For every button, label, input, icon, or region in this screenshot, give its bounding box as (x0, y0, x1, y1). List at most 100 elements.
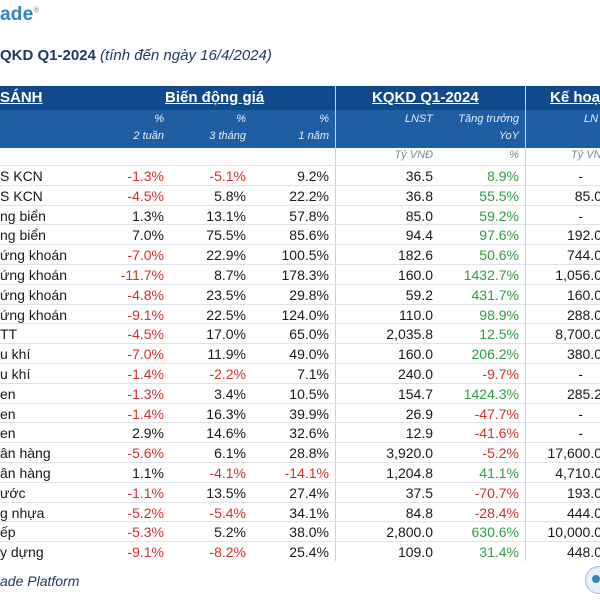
cell-3m: 13.1% (206, 207, 246, 224)
page-title: QKD Q1-2024 (tính đến ngày 16/4/2024) (0, 47, 272, 64)
cell-3m: 11.9% (207, 346, 246, 363)
cell-industry: S KCN (0, 168, 43, 184)
cell-3m: 5.2% (214, 524, 246, 541)
cell-lnst: 240.0 (397, 366, 433, 382)
cell-3m: 17.0% (206, 326, 246, 343)
cell-2w: 2.9% (132, 425, 164, 442)
table-row: ng biển 7.0% 75.5% 85.6% 94.4 97.6% 192.0 (0, 224, 600, 244)
cell-yoy: -70.7% (474, 484, 519, 501)
cell-lnst: 109.0 (397, 544, 433, 561)
table-row: g nhựa -5.2% -5.4% 34.1% 84.8 -28.4% 444.0 (0, 501, 600, 522)
cell-yoy: 8.9% (487, 168, 519, 184)
cell-2w: -5.6% (127, 445, 164, 462)
sub-3m-pct: % (236, 113, 246, 125)
sub-yoy: YoY (498, 130, 519, 142)
cell-industry: ân hàng (0, 445, 51, 462)
sub-2w-pct: % (154, 113, 164, 125)
cell-plan: - (578, 405, 583, 422)
cell-plan: 192.0 (566, 227, 600, 244)
cell-1y: 124.0% (281, 306, 329, 323)
header-results: KQKD Q1-2024 (372, 89, 479, 106)
cell-1y: 49.0% (289, 346, 329, 363)
cell-plan: 85.0 (574, 187, 600, 204)
cell-plan: 448.0 (566, 544, 600, 561)
cell-industry: ng biển (0, 207, 46, 224)
sub-2w-label: 2 tuần (133, 130, 164, 142)
cell-plan: 444.0 (566, 504, 600, 521)
table-row: en 2.9% 14.6% 32.6% 12.9 -41.6% - (0, 422, 600, 442)
cell-industry: u khí (0, 366, 31, 382)
cell-yoy: 41.1% (479, 465, 519, 481)
cell-lnst: 12.9 (405, 425, 433, 442)
cell-industry: ng biển (0, 227, 46, 244)
cell-yoy: 50.6% (479, 247, 519, 264)
cell-yoy: 55.5% (479, 187, 519, 204)
cell-3m: 75.5% (206, 227, 246, 244)
cell-3m: 6.1% (214, 445, 246, 462)
table-row: ân hàng -5.6% 6.1% 28.8% 3,920.0 -5.2% 17,600.… (0, 442, 600, 462)
cell-plan: - (578, 366, 583, 382)
sub-1y-label: 1 năm (298, 130, 329, 142)
cell-2w: -1.3% (127, 168, 164, 184)
cell-3m: 5.8% (214, 187, 246, 204)
cell-2w: 1.3% (132, 207, 164, 224)
cell-lnst: 37.5 (405, 484, 433, 501)
table-row: en -1.4% 16.3% 39.9% 26.9 -47.7% - (0, 402, 600, 423)
cell-yoy: 1432.7% (463, 267, 519, 283)
cell-1y: 29.8% (289, 286, 329, 303)
table-row: ân hàng 1.1% -4.1% -14.1% 1,204.8 41.1% 4,710.… (0, 462, 600, 482)
cell-3m: 23.5% (206, 286, 246, 303)
cell-2w: -1.4% (127, 366, 164, 382)
cell-plan: - (578, 168, 583, 184)
cell-plan: 10,000.0 (547, 524, 600, 541)
cell-1y: 178.3% (281, 267, 329, 283)
cell-plan: 4,710.0 (555, 465, 600, 481)
cell-plan: 160.0 (566, 286, 600, 303)
cell-2w: -4.5% (127, 187, 164, 204)
table-row: u khí -7.0% 11.9% 49.0% 160.0 206.2% 380.0 (0, 343, 600, 363)
cell-yoy: -9.7% (482, 366, 519, 382)
table-row: ng biển 1.3% 13.1% 57.8% 85.0 59.2% - (0, 204, 600, 225)
cell-3m: 22.9% (206, 247, 246, 264)
cell-1y: 7.1% (297, 366, 329, 382)
registered-mark: ® (33, 5, 40, 15)
table-row: ếp -5.3% 5.2% 38.0% 2,800.0 630.6% 10,000.0 (0, 521, 600, 541)
cell-industry: S KCN (0, 187, 43, 204)
cell-1y: 25.4% (289, 544, 329, 561)
cell-industry: en (0, 425, 16, 442)
cell-1y: -14.1% (284, 465, 329, 481)
cell-2w: 1.1% (132, 465, 164, 481)
header-plan: Kế hoạ (550, 89, 600, 106)
cell-yoy: -47.7% (474, 405, 519, 422)
table-row: S KCN -1.3% -5.1% 9.2% 36.5 8.9% - (0, 165, 600, 185)
title-main: QKD Q1-2024 (0, 47, 96, 64)
cell-industry: ếp (0, 524, 16, 541)
cell-2w: -4.8% (127, 286, 164, 303)
cell-2w: -4.5% (127, 326, 164, 343)
cell-1y: 28.8% (289, 445, 329, 462)
table-row: ước -1.1% 13.5% 27.4% 37.5 -70.7% 193.0 (0, 481, 600, 502)
cell-yoy: 12.5% (479, 326, 519, 343)
cell-3m: 8.7% (214, 267, 246, 283)
cell-3m: -5.1% (209, 168, 246, 184)
table-subheader: % 2 tuần % 3 tháng % 1 năm LNST Tăng trư… (0, 110, 600, 148)
cell-yoy: -41.6% (474, 425, 519, 442)
cell-yoy: 630.6% (471, 524, 519, 541)
cell-industry: en (0, 385, 16, 402)
table-row: y dựng -9.1% -8.2% 25.4% 109.0 31.4% 448.0 (0, 541, 600, 561)
cell-plan: 744.0 (566, 247, 600, 264)
cell-2w: -1.1% (127, 484, 164, 501)
cell-3m: 3.4% (214, 385, 246, 402)
cell-lnst: 59.2 (405, 286, 433, 303)
cell-3m: -5.4% (209, 504, 246, 521)
cell-2w: -1.4% (127, 405, 164, 422)
cell-3m: 13.5% (206, 484, 246, 501)
cell-yoy: -5.2% (482, 445, 519, 462)
cell-1y: 10.5% (289, 385, 329, 402)
unit-lnst: Tỷ VNĐ (394, 149, 434, 161)
cell-industry: TT (0, 326, 18, 343)
cell-lnst: 1,204.8 (386, 465, 433, 481)
cell-2w: 7.0% (132, 227, 164, 244)
cell-plan: 288.0 (566, 306, 600, 323)
table-row: en -1.3% 3.4% 10.5% 154.7 1424.3% 285.2 (0, 382, 600, 403)
